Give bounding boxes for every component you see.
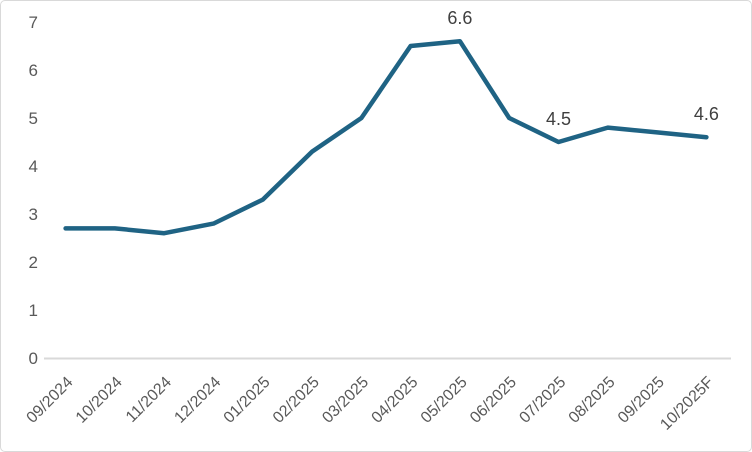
x-axis-tick-label: 02/2025 — [270, 374, 323, 427]
y-axis-tick-label: 2 — [29, 253, 38, 272]
x-axis-tick-label: 12/2024 — [171, 374, 224, 427]
data-point-label: 4.6 — [694, 104, 719, 124]
x-axis-tick-label: 10/2024 — [73, 374, 126, 427]
x-axis-tick-label: 04/2025 — [369, 374, 422, 427]
x-axis-tick-label: 03/2025 — [319, 374, 372, 427]
x-axis-tick-label: 07/2025 — [516, 374, 569, 427]
y-axis-tick-label: 6 — [29, 61, 38, 80]
x-axis-tick-label: 08/2025 — [566, 374, 619, 427]
data-point-label: 6.6 — [447, 8, 472, 28]
y-axis-tick-label: 3 — [29, 205, 38, 224]
x-axis-tick-label: 06/2025 — [467, 374, 520, 427]
series-line — [63, 38, 709, 236]
x-axis-tick-label: 11/2024 — [123, 374, 175, 426]
data-point-label: 4.5 — [546, 109, 571, 129]
x-axis-tick-label: 01/2025 — [221, 374, 274, 427]
y-axis-tick-label: 5 — [29, 109, 38, 128]
y-axis-tick-label: 1 — [29, 301, 38, 320]
x-axis-tick-label: 09/2024 — [24, 374, 77, 427]
x-axis-tick-label: 05/2025 — [418, 374, 471, 427]
y-axis-tick-label: 7 — [29, 13, 38, 32]
y-axis-tick-label: 4 — [29, 157, 38, 176]
x-axis-tick-label: 10/2025F — [657, 374, 717, 434]
y-axis-tick-label: 0 — [29, 349, 38, 368]
